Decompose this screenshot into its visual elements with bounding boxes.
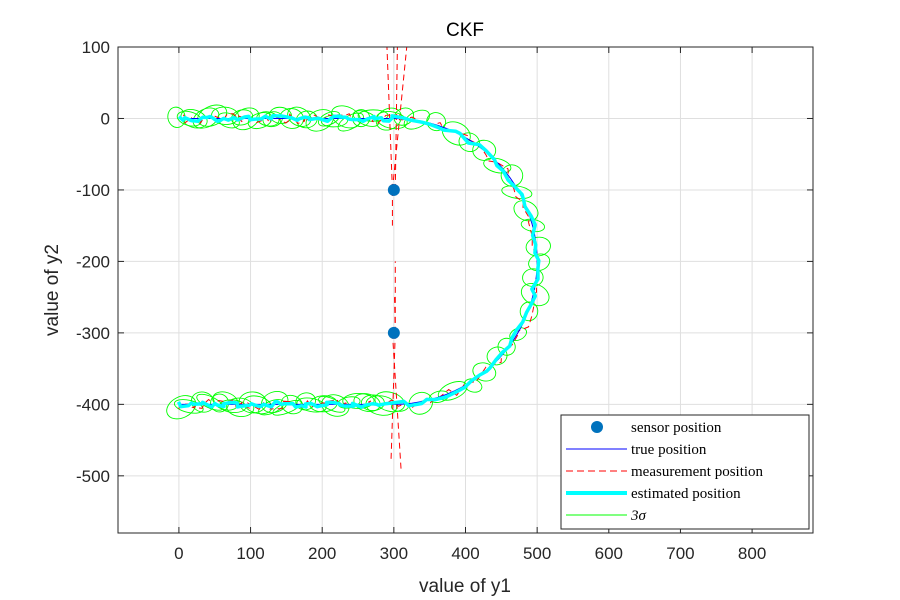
- measurement-spike: [394, 297, 396, 333]
- x-tick-label: 500: [523, 544, 551, 563]
- y-tick-label: -300: [76, 324, 110, 343]
- sigma-ellipse: [472, 139, 497, 161]
- ticks: [118, 46, 813, 533]
- x-tick-label: 200: [308, 544, 336, 563]
- sigma-ellipse: [519, 301, 539, 322]
- legend-entry-sensor: sensor position: [591, 420, 722, 436]
- sigma-ellipse: [317, 111, 341, 127]
- legend-label-sensor: sensor position: [631, 420, 722, 436]
- sigma-ellipse: [365, 395, 398, 416]
- x-tick-label: 400: [451, 544, 479, 563]
- legend-label-estimated: estimated position: [631, 486, 741, 502]
- sigma-ellipse: [426, 112, 447, 132]
- estimated-path: [176, 114, 541, 409]
- sigma-ellipse: [342, 392, 375, 409]
- sensor-marker: [387, 183, 400, 196]
- sigma-ellipse: [483, 157, 512, 174]
- sigma-ellipse: [287, 106, 312, 127]
- y-tick-label: -100: [76, 181, 110, 200]
- y-tick-label: -400: [76, 395, 110, 414]
- measurement-spike: [386, 47, 393, 190]
- sigma-ellipse: [318, 396, 346, 413]
- sigma-ellipse: [337, 112, 364, 132]
- sigma-ellipse: [501, 185, 533, 200]
- plot-area: [166, 47, 551, 469]
- sigma-ellipse: [374, 391, 406, 413]
- x-tick-label: 700: [666, 544, 694, 563]
- sigma-ellipse: [513, 200, 539, 222]
- sigma-ellipse: [403, 109, 430, 130]
- legend-entry-measurement: measurement position: [566, 464, 764, 480]
- sigma-ellipse: [166, 395, 197, 420]
- estimated-position-line: [176, 114, 541, 409]
- measurement-line: [178, 113, 540, 410]
- sensor-marker: [387, 326, 400, 339]
- sigma-ellipse: [211, 106, 240, 125]
- legend-sensor-marker: [591, 421, 603, 433]
- sigma-ellipse: [180, 108, 208, 129]
- x-tick-label: 800: [738, 544, 766, 563]
- legend-label-measurement: measurement position: [631, 464, 764, 480]
- sigma-ellipse: [167, 106, 186, 128]
- sigma-ellipse: [486, 346, 508, 366]
- legend: sensor position true position measuremen…: [560, 414, 810, 530]
- y-axis-label: value of y2: [42, 244, 63, 336]
- x-tick-labels: 0 100 200 300 400 500 600 700 800: [174, 544, 766, 563]
- legend-label-sigma: 3σ: [630, 508, 647, 524]
- y-tick-label: 0: [101, 109, 110, 128]
- sigma-ellipse: [321, 394, 350, 417]
- legend-entry-sigma: 3σ: [566, 508, 647, 524]
- x-tick-label: 600: [595, 544, 623, 563]
- legend-label-true: true position: [631, 442, 707, 458]
- sigma-ellipse: [352, 110, 380, 127]
- sigma-ellipse: [472, 362, 497, 382]
- legend-box: [560, 414, 810, 530]
- sigma-ellipse: [296, 397, 327, 413]
- sigma-ellipse: [173, 399, 204, 414]
- sigma-ellipse: [305, 109, 334, 132]
- y-tick-label: 100: [82, 38, 110, 57]
- sigma-ellipse: [232, 107, 260, 131]
- x-tick-label: 0: [174, 544, 183, 563]
- y-tick-label: -200: [76, 252, 110, 271]
- sigma-ellipse: [375, 107, 402, 131]
- chart-title: CKF: [446, 20, 484, 41]
- legend-entry-estimated: estimated position: [566, 486, 741, 502]
- sensor-markers: [387, 183, 400, 339]
- x-axis-label: value of y1: [419, 576, 511, 597]
- measurement-spike: [390, 332, 396, 462]
- x-tick-label: 100: [236, 544, 264, 563]
- legend-entry-true: true position: [566, 442, 707, 458]
- sigma-ellipse: [226, 397, 255, 417]
- y-tick-labels: 100 0 -100 -200 -300 -400 -500: [76, 38, 110, 486]
- measurement-spike: [391, 332, 402, 469]
- y-tick-label: -500: [76, 467, 110, 486]
- x-tick-label: 300: [380, 544, 408, 563]
- sigma-ellipse: [525, 236, 551, 257]
